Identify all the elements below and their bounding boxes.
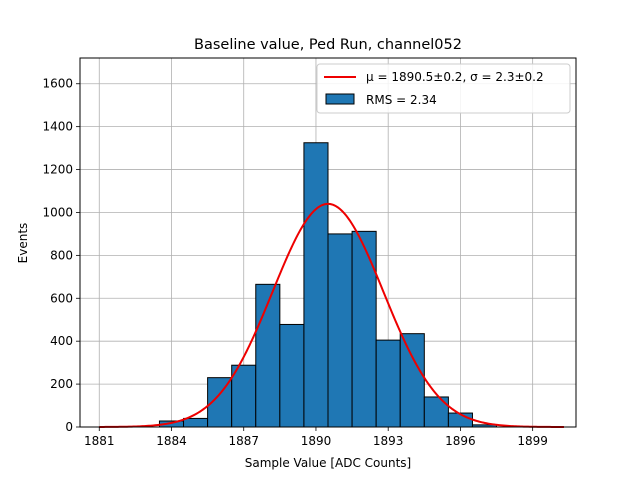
y-tick-label: 800	[50, 248, 73, 262]
histogram-bar	[375, 339, 401, 428]
y-tick-label: 1000	[42, 205, 73, 219]
y-axis-label: Events	[16, 223, 30, 264]
legend-box	[316, 63, 571, 114]
y-tick-label: 600	[50, 291, 73, 305]
plot-frame	[79, 57, 577, 428]
x-tick-label: 1893	[373, 434, 404, 448]
x-axis-label: Sample Value [ADC Counts]	[245, 456, 411, 470]
histogram-bar	[183, 417, 209, 428]
y-axis-ticks: 0 200 400 600 800 1000 1200 1400 1600	[42, 77, 80, 434]
histogram-bar	[231, 364, 257, 428]
y-tick-label: 400	[50, 334, 73, 348]
histogram-bar	[255, 283, 281, 428]
x-tick-label: 1887	[228, 434, 259, 448]
histogram-bar	[279, 323, 305, 428]
legend-rms-swatch	[325, 93, 355, 105]
histogram-bar	[351, 230, 377, 428]
legend-fit-label: μ = 1890.5±0.2, σ = 2.3±0.2	[366, 70, 544, 84]
y-tick-label: 0	[65, 420, 73, 434]
histogram-bar	[327, 233, 353, 428]
legend-rms-label: RMS = 2.34	[366, 93, 437, 107]
x-tick-label: 1896	[445, 434, 476, 448]
x-axis-ticks: 1881 1884 1887 1890 1893 1896 1899	[84, 427, 548, 448]
chart-title: Baseline value, Ped Run, channel052	[194, 37, 462, 53]
gaussian-fit-curve	[99, 202, 564, 428]
x-tick-label: 1890	[301, 434, 332, 448]
y-tick-label: 1600	[42, 77, 73, 91]
x-tick-label: 1884	[156, 434, 187, 448]
histogram-bar	[303, 142, 329, 428]
histogram-bar	[423, 396, 449, 428]
y-tick-label: 1200	[42, 163, 73, 177]
legend: μ = 1890.5±0.2, σ = 2.3±0.2 RMS = 2.34	[316, 63, 571, 114]
x-tick-label: 1899	[517, 434, 548, 448]
x-tick-label: 1881	[84, 434, 115, 448]
y-tick-label: 1400	[42, 120, 73, 134]
y-tick-label: 200	[50, 377, 73, 391]
histogram-bar	[399, 333, 425, 428]
